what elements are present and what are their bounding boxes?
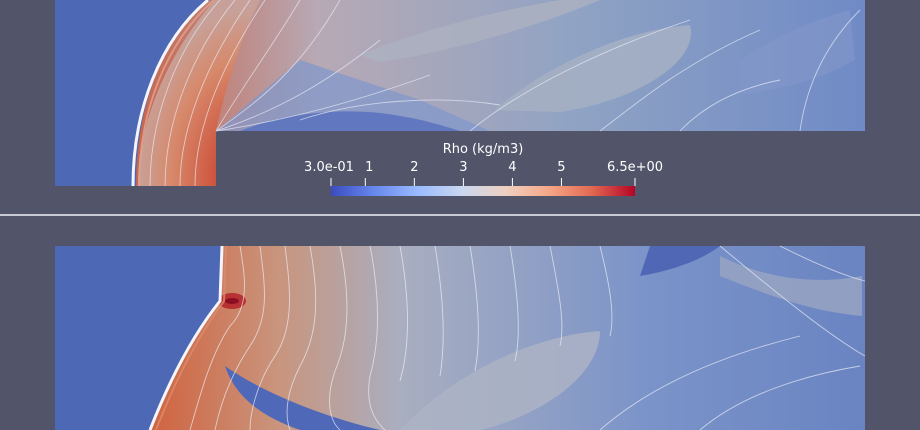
plume-2 [360, 0, 600, 62]
dark-streak [640, 246, 720, 276]
colorbar-bar [331, 186, 635, 196]
colorbar-tick-marks [330, 178, 636, 186]
colorbar-tick-label: 5 [557, 160, 566, 175]
colorbar: Rho (kg/m3) 3.0e-01 1 2 3 4 5 6.5e+00 [300, 142, 664, 202]
bottom-render-view[interactable] [0, 216, 920, 430]
colorbar-tick-label: 3.0e-01 [304, 160, 354, 175]
colorbar-scale [330, 178, 636, 196]
low-density-wedge [225, 366, 380, 430]
colorbar-tick-label: 4 [508, 160, 517, 175]
density-contour-top [55, 0, 865, 187]
top-render-view[interactable] [0, 0, 920, 214]
colorbar-tick-label: 3 [459, 160, 468, 175]
plume-bottom-1 [400, 331, 600, 430]
colorbar-title: Rho (kg/m3) [442, 142, 524, 157]
plume-1 [495, 25, 692, 112]
plume-3 [740, 10, 855, 95]
expansion-fan [216, 60, 490, 131]
contour-lines-top [149, 0, 861, 187]
colorbar-tick-label: 6.5e+00 [606, 160, 664, 175]
colorbar-tick-label: 2 [410, 160, 419, 175]
contour-lines-bottom [189, 245, 866, 430]
plume-bottom-2 [720, 256, 862, 316]
post-shock-region-bottom [150, 246, 865, 430]
density-contour-bottom [55, 245, 866, 430]
view-divider[interactable] [0, 214, 920, 216]
bow-shock [131, 0, 209, 187]
colorbar-tick-label: 1 [365, 160, 374, 175]
low-density-pocket [240, 111, 460, 131]
mach-stem-shock [148, 245, 224, 430]
